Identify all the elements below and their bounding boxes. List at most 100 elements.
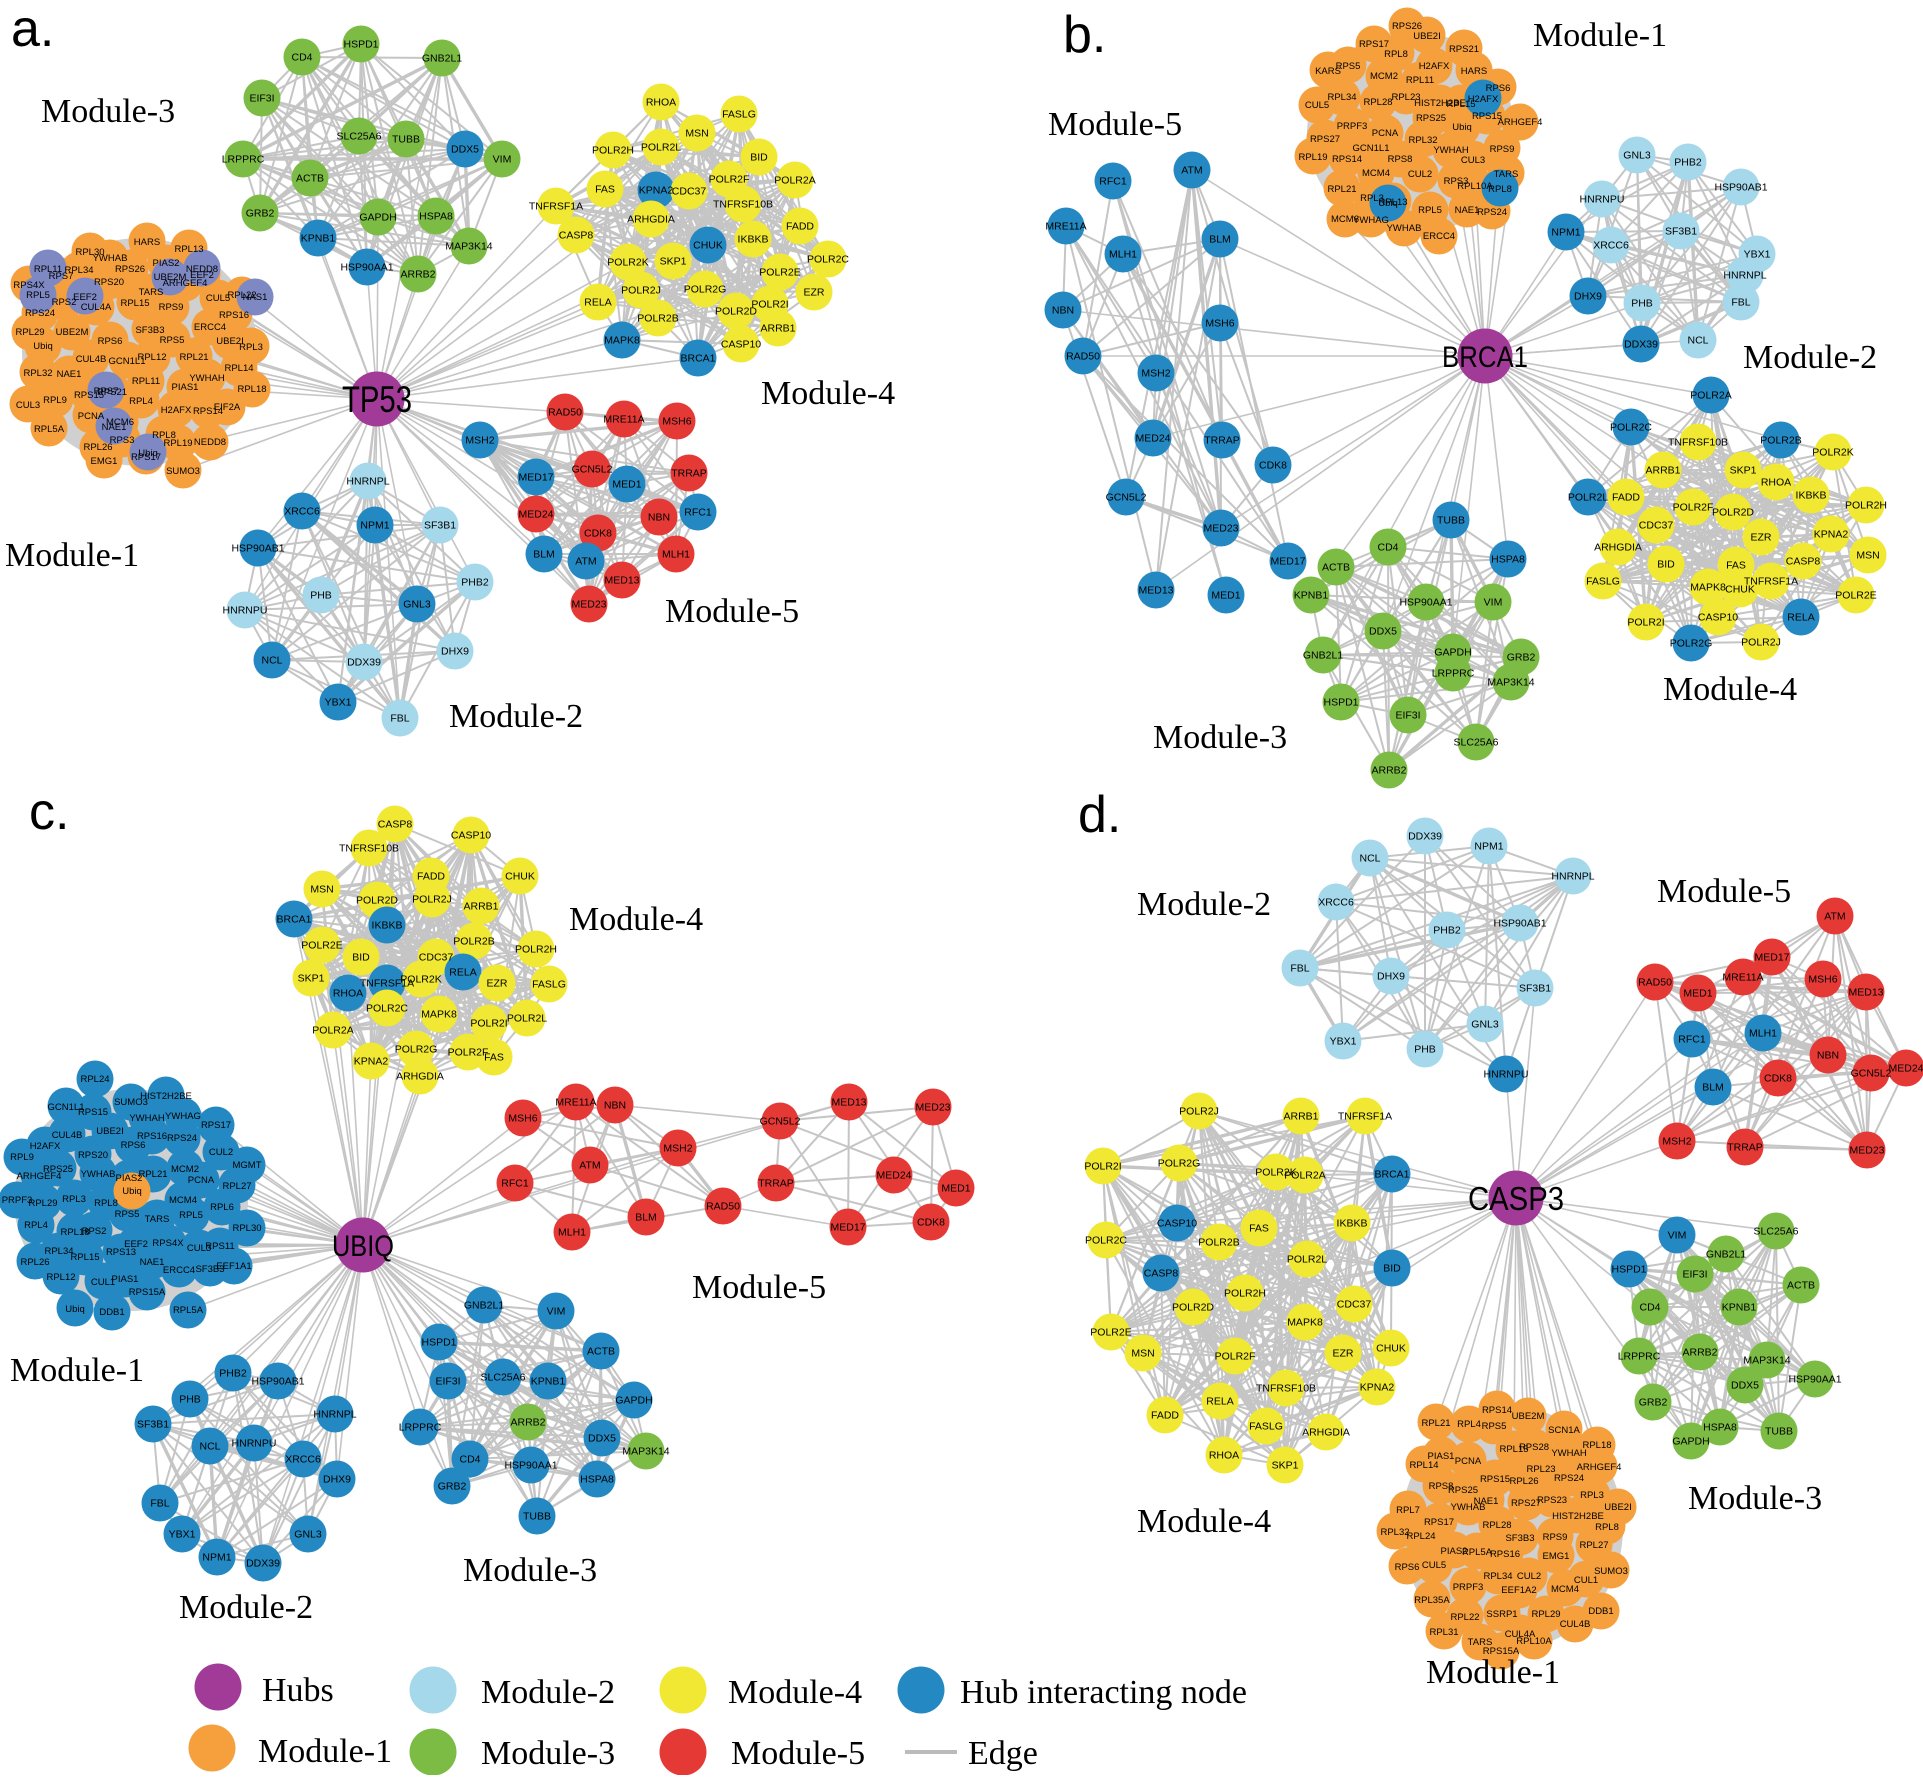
- svg-text:HSP90AB1: HSP90AB1: [1714, 182, 1767, 194]
- svg-text:UBE2I: UBE2I: [1413, 31, 1440, 42]
- svg-text:HNRNPL: HNRNPL: [1723, 270, 1766, 282]
- svg-text:RPS26: RPS26: [115, 264, 145, 275]
- svg-text:GRB2: GRB2: [1507, 652, 1536, 664]
- svg-text:EEF1A2: EEF1A2: [1501, 1585, 1536, 1596]
- svg-text:CASP8: CASP8: [378, 819, 413, 831]
- svg-text:HSPD1: HSPD1: [1323, 697, 1358, 709]
- svg-text:MRE11A: MRE11A: [1722, 972, 1763, 984]
- svg-text:RPL27: RPL27: [222, 1181, 251, 1192]
- svg-text:FAS: FAS: [484, 1052, 504, 1064]
- svg-text:RELA: RELA: [584, 297, 611, 309]
- svg-text:EMG1: EMG1: [1543, 1551, 1570, 1562]
- svg-text:ARHGEF4: ARHGEF4: [1577, 1462, 1622, 1473]
- svg-text:IKBKB: IKBKB: [738, 234, 769, 246]
- svg-text:EZR: EZR: [487, 978, 508, 990]
- svg-text:RPL9: RPL9: [43, 395, 67, 406]
- svg-text:POLR2F: POLR2F: [1215, 1351, 1256, 1363]
- svg-text:BLM: BLM: [533, 549, 555, 561]
- svg-text:RPS17: RPS17: [1424, 1517, 1454, 1528]
- svg-text:NBN: NBN: [648, 512, 670, 524]
- svg-text:HSP90AA1: HSP90AA1: [1399, 597, 1452, 609]
- svg-text:LRPPRC: LRPPRC: [1432, 668, 1475, 680]
- svg-text:TNFRSF10B: TNFRSF10B: [1256, 1383, 1316, 1395]
- svg-text:RPL18: RPL18: [237, 384, 266, 395]
- svg-text:TRRAP: TRRAP: [1727, 1142, 1763, 1154]
- svg-text:FADD: FADD: [1612, 492, 1640, 504]
- svg-text:RPL23: RPL23: [1526, 1464, 1555, 1475]
- svg-text:MSH2: MSH2: [663, 1143, 692, 1155]
- svg-text:MSN: MSN: [1131, 1348, 1154, 1360]
- svg-text:PHB2: PHB2: [1674, 157, 1702, 169]
- svg-text:MAPK8: MAPK8: [421, 1009, 457, 1021]
- svg-text:RPS25: RPS25: [1416, 113, 1446, 124]
- svg-text:MSH6: MSH6: [1205, 318, 1234, 330]
- svg-text:DDB1: DDB1: [99, 1307, 124, 1318]
- svg-text:RPL18: RPL18: [60, 1227, 89, 1238]
- svg-text:EZR: EZR: [1751, 532, 1772, 544]
- svg-text:VIM: VIM: [1484, 597, 1503, 609]
- svg-text:CUL4B: CUL4B: [76, 354, 107, 365]
- svg-text:H2AFX: H2AFX: [161, 405, 192, 416]
- svg-text:Module-1: Module-1: [1426, 1654, 1560, 1691]
- svg-text:TRRAP: TRRAP: [671, 468, 707, 480]
- svg-text:DDX39: DDX39: [1624, 339, 1658, 351]
- svg-text:BID: BID: [750, 152, 768, 164]
- svg-text:PIAS2: PIAS2: [153, 258, 180, 269]
- svg-text:RPL27: RPL27: [1579, 1540, 1608, 1551]
- svg-text:TNFRSF10B: TNFRSF10B: [1668, 437, 1728, 449]
- svg-text:HARS: HARS: [134, 237, 160, 248]
- svg-text:CDK8: CDK8: [1259, 460, 1287, 472]
- svg-text:CUL1: CUL1: [91, 1277, 115, 1288]
- svg-text:MGMT: MGMT: [232, 1160, 261, 1171]
- svg-text:ATM: ATM: [1824, 911, 1845, 923]
- svg-text:GCN5L2: GCN5L2: [1851, 1068, 1892, 1080]
- svg-text:HSP90AA1: HSP90AA1: [340, 262, 393, 274]
- svg-text:SUMO3: SUMO3: [166, 466, 200, 477]
- svg-text:PCNA: PCNA: [1372, 128, 1399, 139]
- svg-text:ACTB: ACTB: [587, 1346, 615, 1358]
- svg-text:RPS16: RPS16: [219, 310, 249, 321]
- svg-text:FAS: FAS: [1249, 1223, 1269, 1235]
- svg-text:VIM: VIM: [493, 154, 512, 166]
- svg-text:MED23: MED23: [1203, 523, 1238, 535]
- svg-text:PHB: PHB: [1414, 1044, 1436, 1056]
- svg-text:b.: b.: [1063, 6, 1106, 64]
- svg-text:GNL3: GNL3: [294, 1529, 322, 1541]
- svg-text:TARS: TARS: [139, 287, 164, 298]
- svg-text:POLR2B: POLR2B: [453, 936, 494, 948]
- svg-text:POLR2L: POLR2L: [1568, 492, 1608, 504]
- svg-text:POLR2D: POLR2D: [1172, 1302, 1214, 1314]
- svg-text:CUL4B: CUL4B: [52, 1130, 83, 1141]
- svg-text:CDC37: CDC37: [1337, 1299, 1372, 1311]
- svg-text:BID: BID: [352, 952, 370, 964]
- svg-text:RPS24: RPS24: [25, 308, 55, 319]
- svg-text:POLR2F: POLR2F: [1673, 502, 1714, 514]
- svg-text:SKP1: SKP1: [298, 973, 325, 985]
- svg-text:RPL5: RPL5: [26, 290, 50, 301]
- svg-text:RAD50: RAD50: [548, 407, 582, 419]
- svg-text:YBX1: YBX1: [1744, 249, 1771, 261]
- svg-text:RPL13: RPL13: [174, 244, 203, 255]
- svg-text:ATM: ATM: [1181, 165, 1202, 177]
- svg-text:TARS: TARS: [145, 1214, 170, 1225]
- svg-text:RPL22: RPL22: [1450, 1612, 1479, 1623]
- svg-text:SF3B1: SF3B1: [424, 520, 456, 532]
- svg-text:RPL28: RPL28: [1482, 1520, 1511, 1531]
- svg-text:UBIQ: UBIQ: [332, 1230, 394, 1263]
- svg-text:Ubiq: Ubiq: [33, 341, 53, 352]
- svg-text:IKBKB: IKBKB: [1337, 1218, 1368, 1230]
- svg-text:FADD: FADD: [1151, 1410, 1179, 1422]
- svg-text:HIST2H2BE: HIST2H2BE: [1552, 1511, 1604, 1522]
- svg-text:RPL29: RPL29: [1531, 1609, 1560, 1620]
- svg-text:YBX1: YBX1: [1330, 1036, 1357, 1048]
- svg-text:ARHGEF4: ARHGEF4: [1498, 117, 1543, 128]
- svg-text:RAD50: RAD50: [1638, 977, 1672, 989]
- svg-text:RPS5: RPS5: [1482, 1421, 1507, 1432]
- svg-text:NBN: NBN: [604, 1100, 626, 1112]
- svg-text:XRCC6: XRCC6: [284, 506, 320, 518]
- svg-text:CASP10: CASP10: [1157, 1218, 1197, 1230]
- svg-text:HSPD1: HSPD1: [1611, 1264, 1646, 1276]
- svg-text:EZR: EZR: [1333, 1348, 1354, 1360]
- svg-text:ATM: ATM: [575, 556, 596, 568]
- svg-text:TP53: TP53: [342, 379, 412, 420]
